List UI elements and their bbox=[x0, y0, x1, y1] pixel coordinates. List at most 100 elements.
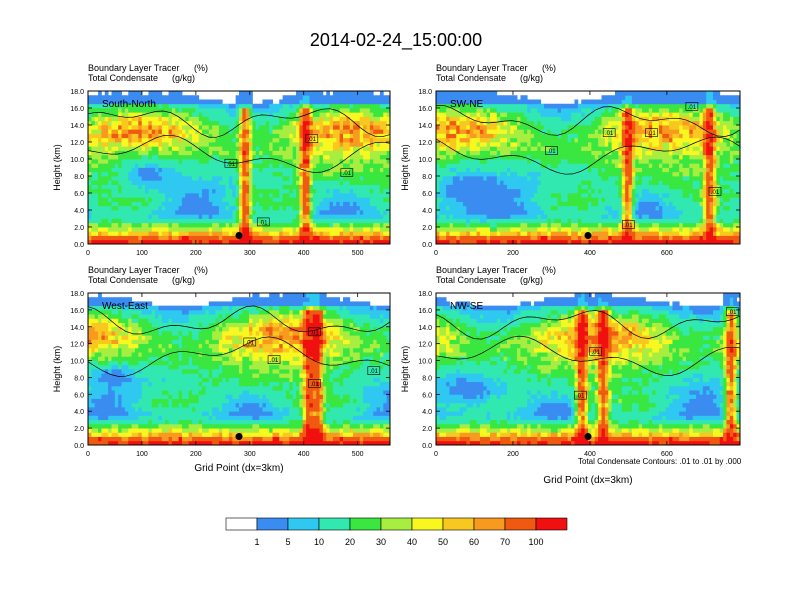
heatmap-cell bbox=[581, 180, 586, 185]
heatmap-cell bbox=[101, 137, 106, 143]
heatmap-cell bbox=[581, 222, 586, 228]
heatmap-cell bbox=[332, 129, 337, 134]
heatmap-cell bbox=[94, 150, 99, 156]
heatmap-cell bbox=[249, 116, 253, 122]
heatmap-cell bbox=[383, 146, 388, 151]
heatmap-cell bbox=[205, 171, 210, 177]
heatmap-cell bbox=[490, 193, 494, 198]
heatmap-cell bbox=[349, 210, 354, 215]
heatmap-cell bbox=[161, 227, 166, 232]
heatmap-cell bbox=[299, 163, 304, 168]
heatmap-cell bbox=[94, 112, 99, 117]
heatmap-cell bbox=[158, 137, 163, 143]
heatmap-cell bbox=[255, 193, 260, 198]
heatmap-cell bbox=[533, 210, 538, 215]
heatmap-cell bbox=[121, 108, 126, 113]
heatmap-cell bbox=[292, 120, 297, 126]
heatmap-cell bbox=[114, 137, 119, 143]
heatmap-cell bbox=[436, 193, 440, 198]
heatmap-cell bbox=[366, 214, 371, 219]
heatmap-cell bbox=[269, 163, 273, 168]
heatmap-cell bbox=[252, 231, 257, 236]
heatmap-cell bbox=[101, 133, 106, 139]
heatmap-cell bbox=[496, 163, 501, 168]
heatmap-cell bbox=[121, 205, 126, 211]
heatmap-cell bbox=[533, 159, 538, 164]
heatmap-cell bbox=[198, 176, 203, 181]
heatmap-cell bbox=[517, 214, 521, 219]
heatmap-cell bbox=[510, 146, 515, 151]
heatmap-cell bbox=[218, 137, 223, 143]
heatmap-cell bbox=[232, 239, 237, 245]
heatmap-cell bbox=[530, 227, 535, 232]
heatmap-cell bbox=[94, 180, 99, 185]
heatmap-cell bbox=[476, 188, 481, 194]
heatmap-cell bbox=[544, 133, 548, 139]
heatmap-cell bbox=[560, 103, 565, 109]
heatmap-cell bbox=[255, 167, 260, 173]
heatmap-cell bbox=[326, 108, 330, 113]
heatmap-cell bbox=[131, 218, 136, 224]
heatmap-cell bbox=[302, 103, 307, 109]
heatmap-cell bbox=[296, 142, 300, 147]
heatmap-cell bbox=[141, 222, 146, 228]
heatmap-cell bbox=[306, 150, 310, 156]
heatmap-cell bbox=[108, 176, 112, 181]
heatmap-cell bbox=[510, 231, 515, 236]
heatmap-cell bbox=[500, 108, 504, 113]
heatmap-cell bbox=[306, 103, 310, 109]
heatmap-cell bbox=[148, 95, 153, 100]
heatmap-cell bbox=[359, 214, 364, 219]
heatmap-cell bbox=[155, 154, 159, 160]
heatmap-cell bbox=[225, 163, 230, 168]
heatmap-cell bbox=[493, 108, 498, 113]
heatmap-cell bbox=[108, 218, 112, 224]
heatmap-cell bbox=[155, 125, 159, 130]
heatmap-cell bbox=[332, 180, 337, 185]
heatmap-cell bbox=[165, 150, 169, 156]
heatmap-cell bbox=[469, 184, 474, 190]
heatmap-cell bbox=[557, 125, 562, 130]
heatmap-cell bbox=[336, 231, 341, 236]
heatmap-cell bbox=[560, 163, 565, 168]
heatmap-cell bbox=[479, 103, 484, 109]
heatmap-cell bbox=[252, 201, 257, 207]
heatmap-cell bbox=[259, 201, 263, 207]
heatmap-cell bbox=[496, 193, 501, 198]
heatmap-cell bbox=[302, 133, 307, 139]
heatmap-cell bbox=[114, 180, 119, 185]
heatmap-cell bbox=[476, 180, 481, 185]
heatmap-cell bbox=[262, 235, 267, 241]
heatmap-cell bbox=[262, 133, 267, 139]
heatmap-cell bbox=[322, 222, 327, 228]
heatmap-cell bbox=[316, 142, 320, 147]
heatmap-cell bbox=[329, 159, 334, 164]
heatmap-cell bbox=[265, 142, 270, 147]
heatmap-cell bbox=[185, 222, 190, 228]
heatmap-cell bbox=[165, 171, 169, 177]
heatmap-cell bbox=[165, 129, 169, 134]
heatmap-cell bbox=[306, 188, 310, 194]
heatmap-cell bbox=[476, 137, 481, 143]
heatmap-cell bbox=[279, 222, 284, 228]
heatmap-cell bbox=[517, 133, 521, 139]
panel-subtitle-2-unit: (g/kg) bbox=[520, 73, 543, 83]
heatmap-cell bbox=[94, 125, 99, 130]
heatmap-cell bbox=[506, 125, 511, 130]
heatmap-cell bbox=[279, 188, 284, 194]
heatmap-cell bbox=[88, 150, 92, 156]
heatmap-cell bbox=[319, 210, 324, 215]
heatmap-cell bbox=[91, 214, 96, 219]
heatmap-cell bbox=[195, 137, 200, 143]
heatmap-cell bbox=[319, 176, 324, 181]
heatmap-cell bbox=[319, 116, 324, 122]
heatmap-cell bbox=[249, 133, 253, 139]
heatmap-cell bbox=[145, 197, 149, 202]
heatmap-cell bbox=[493, 112, 498, 117]
heatmap-cell bbox=[262, 171, 267, 177]
heatmap-cell bbox=[369, 125, 374, 130]
heatmap-cell bbox=[104, 142, 109, 147]
heatmap-cell bbox=[496, 210, 501, 215]
heatmap-cell bbox=[94, 222, 99, 228]
heatmap-cell bbox=[332, 159, 337, 164]
